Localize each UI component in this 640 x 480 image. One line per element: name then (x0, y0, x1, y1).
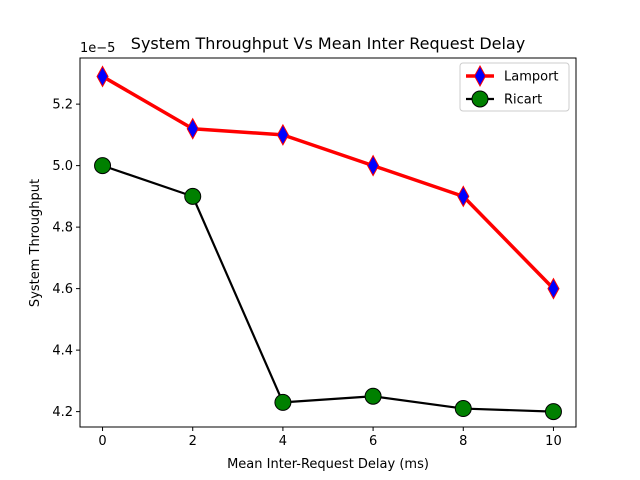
data-point-marker (471, 90, 489, 108)
data-point-marker (184, 187, 202, 205)
y-tick-label: 5.0 (52, 159, 73, 174)
legend-item-lamport: Lamport (466, 64, 559, 88)
data-point-marker (457, 185, 470, 208)
data-point-marker (364, 387, 382, 405)
x-tick-label: 10 (545, 434, 562, 449)
x-tick-label: 6 (369, 434, 377, 449)
legend: Lamport Ricart (459, 62, 570, 112)
plot-frame (79, 57, 577, 428)
legend-label: Ricart (504, 93, 542, 108)
data-point-marker (473, 64, 487, 88)
y-axis-label: System Throughput (28, 179, 43, 307)
x-axis-label: Mean Inter-Request Delay (ms) (227, 457, 429, 472)
x-tick-label: 8 (459, 434, 467, 449)
series-line (102, 164, 554, 413)
y-tick-label: 4.8 (52, 221, 73, 236)
chart-title: System Throughput Vs Mean Inter Request … (131, 34, 525, 53)
data-point-marker (276, 123, 289, 146)
x-tick-label: 4 (279, 434, 287, 449)
data-point-marker (274, 393, 292, 411)
y-tick-label: 4.6 (52, 282, 73, 297)
legend-item-ricart: Ricart (466, 90, 542, 108)
data-point-marker (547, 277, 560, 300)
y-tick-label: 5.2 (52, 98, 73, 113)
legend-label: Lamport (504, 70, 559, 85)
data-point-marker (94, 157, 112, 175)
data-point-marker (454, 400, 472, 418)
y-tick-label: 4.4 (52, 344, 73, 359)
y-offset-label: 1e−5 (80, 41, 115, 56)
series-lamport (96, 65, 560, 300)
data-point-marker (367, 154, 380, 177)
y-tick-label: 4.2 (52, 405, 73, 420)
x-axis-ticks: 0 2 4 6 8 10 (98, 427, 562, 449)
series-layer (94, 65, 562, 421)
x-tick-label: 0 (98, 434, 106, 449)
data-point-marker (186, 117, 199, 140)
y-axis-ticks: 4.2 4.4 4.6 4.8 5.0 5.2 (52, 98, 80, 420)
series-ricart (94, 157, 562, 421)
data-point-marker (544, 403, 562, 421)
data-point-marker (96, 65, 109, 88)
x-tick-label: 2 (189, 434, 197, 449)
series-line (101, 74, 555, 290)
